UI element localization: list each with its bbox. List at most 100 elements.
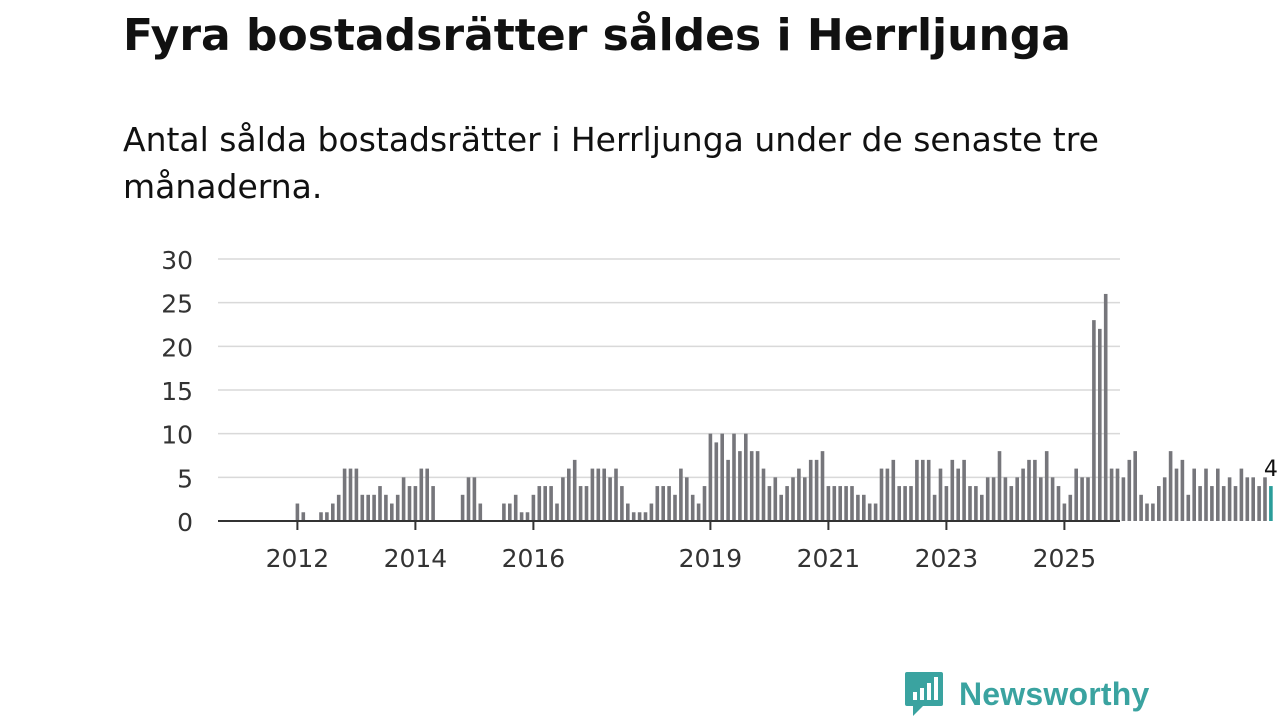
bar: [1245, 477, 1250, 521]
bar: [679, 468, 683, 521]
bar: [873, 503, 878, 521]
chart-title: Fyra bostadsrätter såldes i Herrljunga: [123, 10, 1071, 61]
bar: [702, 486, 707, 521]
bar: [1133, 451, 1137, 521]
bar: [696, 503, 701, 521]
bar: [460, 494, 465, 521]
bar: [944, 486, 949, 521]
bar: [767, 486, 772, 521]
bar: [620, 486, 624, 521]
bar: [531, 494, 536, 521]
y-tick-label: 25: [161, 290, 193, 319]
bar: [1062, 503, 1067, 521]
bar: [1251, 477, 1255, 521]
bar: [1221, 486, 1226, 521]
bar: [856, 494, 860, 521]
bar: [690, 494, 695, 521]
bar: [378, 486, 382, 521]
x-tick-label: 2025: [1033, 544, 1097, 573]
bar: [354, 468, 359, 521]
bar: [950, 459, 955, 521]
bar: [431, 486, 435, 521]
bar: [755, 451, 760, 521]
brand-name: Newsworthy: [959, 675, 1150, 712]
y-tick-label: 15: [161, 377, 193, 406]
bar: [549, 486, 553, 521]
bar: [1145, 503, 1149, 521]
bar: [980, 494, 984, 521]
bar: [1139, 494, 1143, 521]
bar: [525, 512, 530, 521]
bar: [348, 468, 353, 521]
bar: [1168, 451, 1173, 521]
y-tick-label: 5: [177, 464, 193, 493]
bar: [749, 451, 754, 521]
bar: [602, 468, 606, 521]
bar: [1257, 486, 1261, 521]
bar: [1109, 468, 1114, 521]
bar: [1192, 468, 1196, 521]
bar: [1039, 477, 1043, 521]
bar: [891, 459, 896, 521]
bar: [903, 486, 907, 521]
bar: [1198, 486, 1202, 521]
bar: [1210, 486, 1214, 521]
bar: [1056, 486, 1061, 521]
bar: [1180, 459, 1185, 521]
y-tick-label: 20: [161, 333, 193, 362]
bar: [395, 494, 400, 521]
bar: [390, 503, 394, 521]
bar: [826, 486, 831, 521]
y-tick-label: 10: [161, 421, 193, 450]
bar: [1044, 451, 1049, 521]
bar: [1204, 468, 1208, 521]
bar: [419, 468, 424, 521]
bar: [909, 486, 913, 521]
bar: [685, 477, 689, 521]
bar: [519, 512, 524, 521]
bar: [466, 477, 471, 521]
bar: [974, 486, 978, 521]
bar: [508, 503, 512, 521]
bar: [584, 486, 589, 521]
bar: [850, 486, 854, 521]
bar: [360, 494, 365, 521]
bar: [1162, 477, 1167, 521]
bar: [572, 459, 577, 521]
bar: [808, 459, 813, 521]
bar: [543, 486, 547, 521]
bar: [1021, 468, 1025, 521]
newsworthy-logo-icon: [905, 672, 943, 716]
bar: [991, 477, 996, 521]
bar: [1115, 468, 1120, 521]
bar: [885, 468, 890, 521]
bar: [513, 494, 518, 521]
bar: [336, 494, 341, 521]
bar: [897, 486, 901, 521]
bar: [372, 494, 376, 521]
bar: [643, 512, 648, 521]
bar: [626, 503, 630, 521]
bar: [384, 494, 388, 521]
bar: [637, 512, 642, 521]
bar: [761, 468, 766, 521]
bar: [596, 468, 601, 521]
x-tick-label: 2023: [915, 544, 979, 573]
bar: [1121, 477, 1126, 521]
bar: [478, 503, 483, 521]
bar: [1263, 477, 1267, 521]
bar: [655, 486, 660, 521]
bar: [962, 459, 966, 521]
bar: [1080, 477, 1084, 521]
bar: [879, 468, 884, 521]
bar: [1157, 486, 1161, 521]
bar: [1074, 468, 1078, 521]
bar: [797, 468, 801, 521]
last-value-label: 4: [1264, 457, 1278, 482]
bar: [921, 459, 925, 521]
bar: [631, 512, 636, 521]
bar: [614, 468, 618, 521]
bar: [915, 459, 919, 521]
bar: [738, 451, 742, 521]
x-tick-label: 2016: [502, 544, 566, 573]
